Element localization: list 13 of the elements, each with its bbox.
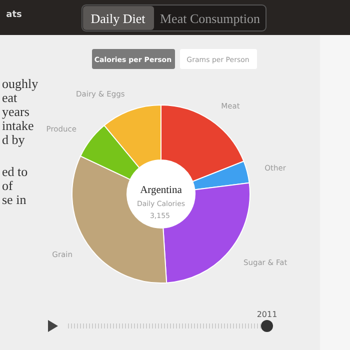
text: Daily Diet — [90, 11, 146, 26]
text: oughly — [2, 76, 39, 91]
text: ed to — [2, 164, 28, 179]
text: se in — [2, 192, 27, 207]
text: Argentina — [140, 185, 182, 196]
text: years — [2, 104, 30, 119]
text: 2011 — [256, 310, 278, 319]
text: of — [2, 178, 14, 193]
text: intake — [2, 118, 34, 133]
text: ats — [6, 10, 22, 20]
text: d by — [2, 132, 26, 147]
text: eat — [2, 90, 18, 105]
text: Meat Consumption — [160, 11, 261, 26]
